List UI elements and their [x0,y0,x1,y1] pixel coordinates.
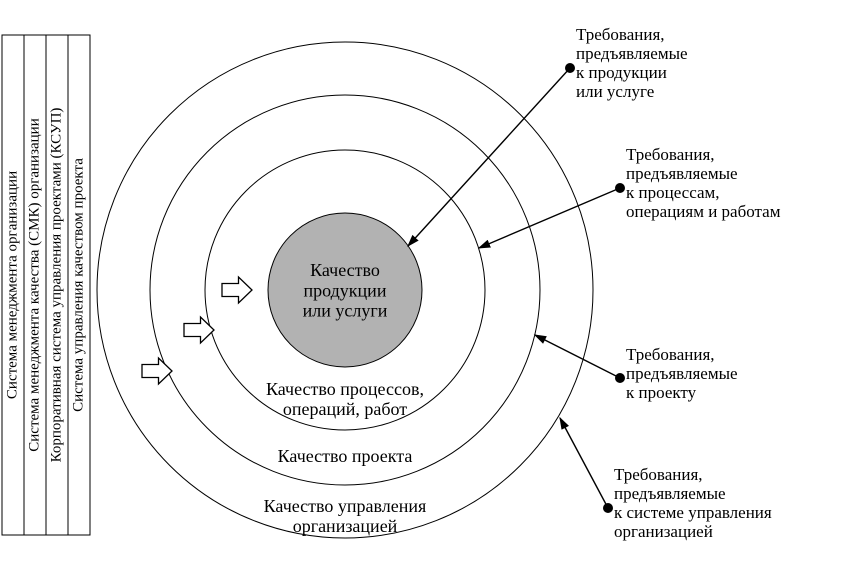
ring-label-1: Качество проекта [278,446,413,466]
callout-dot-1 [615,183,625,193]
callout-text-0: Требования,предъявляемыек продукцииили у… [576,25,688,101]
callout-dot-2 [615,373,625,383]
callout-dot-0 [565,63,575,73]
ring-label-2: Качество управленияорганизацией [264,496,427,536]
center-label: Качествопродукцииили услуги [303,260,388,320]
vbar-label-0: Система менеджмента организации [4,171,20,399]
callout-dot-3 [603,503,613,513]
block-arrow-2 [142,358,172,384]
callout-arrow-3 [560,418,608,508]
callout-arrow-1 [479,188,620,248]
callout-arrow-2 [535,335,620,378]
vbar-label-3: Система управления качеством проекта [70,158,86,412]
block-arrow-1 [184,317,214,343]
vbar-label-2: Корпоративная система управления проекта… [48,108,64,463]
vbar-label-1: Система менеджмента качества (СМК) орган… [26,118,42,451]
callout-text-2: Требования,предъявляемыек проекту [626,345,738,402]
block-arrow-0 [222,277,252,303]
ring-label-0: Качество процессов,операций, работ [266,379,424,419]
callout-text-1: Требования,предъявляемыек процессам,опер… [626,145,781,221]
callout-text-3: Требования,предъявляемыек системе управл… [614,465,772,541]
